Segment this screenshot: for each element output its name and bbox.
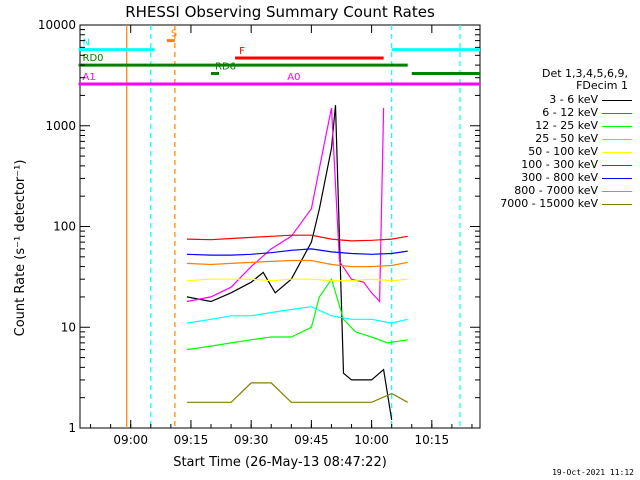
legend-label: 3 - 6 keV [549,93,598,106]
legend-item: 300 - 800 keV [482,172,632,184]
vertical-markers [126,25,461,428]
legend-label: 50 - 100 keV [528,145,598,158]
x-tick-label: 10:15 [415,433,450,447]
flag-label-rd6: RD6 [215,62,236,73]
flag-label-a1: A1 [83,72,96,83]
plot-frame [79,24,481,429]
y-tick-label: 100 [53,220,76,234]
axis-ticks: 09:00 09:15 09:30 09:45 10:00 10:15 1 10 100 1000… [38,18,480,447]
legend-swatch [602,100,632,101]
flag-bars: S N F RD0 RD6 A0 A1 [78,29,480,86]
flag-label-rd0: RD0 [83,53,104,64]
y-tick-label: 1 [68,421,76,435]
x-tick-label: 09:00 [113,433,148,447]
flag-label-s: S [171,29,177,40]
legend-swatch [602,204,632,205]
plot-border [79,24,481,429]
legend-label: 6 - 12 keV [542,106,598,119]
legend-item: 100 - 300 keV [482,159,632,171]
footer-date: 19-Oct-2021 11:12 [552,468,634,477]
legend-swatch [602,178,632,179]
y-axis-label: Count Rate (s⁻¹ detector⁻¹) [13,160,28,337]
legend-swatch [602,165,632,166]
legend-swatch [602,113,632,114]
legend-label: 7000 - 15000 keV [500,197,598,210]
flag-label-n: N [83,38,90,49]
legend-title-line-1: Det 1,3,4,5,6,9, [541,67,628,80]
series-line-25-50-kev [186,306,408,324]
legend-item: 25 - 50 keV [482,133,632,145]
series-line-12-25-kev [186,277,408,351]
series-line-50-100-kev [186,278,408,282]
series-line-800-7000-kev [186,259,408,268]
legend-swatch [602,139,632,140]
legend-item: 3 - 6 keV [482,94,632,106]
flag-label-f: F [239,46,245,57]
legend-label: 100 - 300 keV [521,158,598,171]
chart-title: RHESSI Observing Summary Count Rates [125,3,435,21]
legend-swatch [602,191,632,192]
legend-item: 7000 - 15000 keV [482,198,632,210]
y-tick-label: 1000 [45,119,76,133]
series-line-6-12-kev [186,107,385,304]
legend-label: 12 - 25 keV [535,119,598,132]
legend-item: 800 - 7000 keV [482,185,632,197]
legend-label: 300 - 800 keV [521,171,598,184]
legend-item: 50 - 100 keV [482,146,632,158]
x-tick-label: 09:15 [174,433,209,447]
series-line-100-300-kev [186,234,408,242]
x-tick-label: 09:30 [234,433,269,447]
legend-item: 12 - 25 keV [482,120,632,132]
y-tick-label: 10 [61,320,76,334]
y-tick-label: 10000 [38,18,76,32]
legend-label: 25 - 50 keV [535,132,598,145]
flag-label-a0: A0 [287,72,300,83]
legend-title-line-2: FDecim 1 [576,79,628,92]
series-line-300-800-kev [186,248,408,256]
legend-label: 800 - 7000 keV [514,184,598,197]
series-line-3-6-kev [186,105,393,421]
x-tick-label: 09:45 [294,433,329,447]
series-line-7000-15000-kev [186,382,408,403]
x-tick-label: 10:00 [354,433,389,447]
legend-swatch [602,152,632,153]
x-axis-label: Start Time (26-May-13 08:47:22) [173,455,387,470]
series-lines [186,105,408,421]
legend-swatch [602,126,632,127]
legend-item: 6 - 12 keV [482,107,632,119]
